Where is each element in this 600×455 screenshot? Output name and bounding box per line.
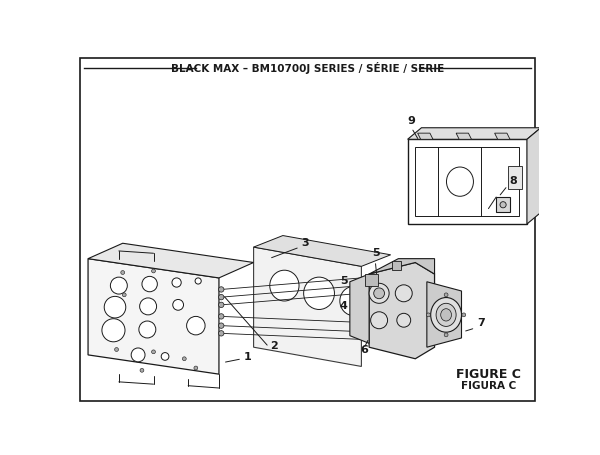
- Ellipse shape: [195, 278, 201, 284]
- Polygon shape: [369, 258, 434, 274]
- Polygon shape: [456, 133, 472, 139]
- Polygon shape: [494, 133, 510, 139]
- Bar: [415, 147, 519, 216]
- Ellipse shape: [115, 348, 118, 351]
- Polygon shape: [254, 236, 391, 266]
- Ellipse shape: [161, 353, 169, 360]
- Ellipse shape: [131, 348, 145, 362]
- Ellipse shape: [122, 293, 126, 297]
- Ellipse shape: [436, 303, 456, 326]
- Ellipse shape: [444, 333, 448, 337]
- Polygon shape: [88, 258, 219, 374]
- Bar: [407, 139, 527, 224]
- Ellipse shape: [340, 286, 368, 316]
- Ellipse shape: [121, 271, 125, 274]
- Ellipse shape: [431, 298, 461, 332]
- Bar: [508, 166, 521, 189]
- Polygon shape: [88, 243, 254, 278]
- Ellipse shape: [462, 313, 466, 317]
- Text: 6: 6: [360, 345, 368, 355]
- Ellipse shape: [194, 366, 198, 370]
- Polygon shape: [369, 263, 434, 359]
- Polygon shape: [427, 282, 461, 347]
- Ellipse shape: [182, 357, 186, 361]
- Text: FIGURA C: FIGURA C: [461, 381, 516, 391]
- Ellipse shape: [110, 277, 127, 294]
- Ellipse shape: [218, 313, 224, 319]
- Ellipse shape: [304, 277, 334, 309]
- Ellipse shape: [140, 369, 144, 372]
- Ellipse shape: [173, 299, 184, 310]
- Ellipse shape: [369, 283, 389, 303]
- Ellipse shape: [397, 313, 410, 327]
- Ellipse shape: [187, 316, 205, 335]
- Ellipse shape: [446, 167, 473, 196]
- Ellipse shape: [152, 350, 155, 354]
- Text: BLACK MAX – BM10700J SERIES / SÉRIE / SERIE: BLACK MAX – BM10700J SERIES / SÉRIE / SE…: [171, 62, 444, 75]
- Text: 5: 5: [372, 248, 380, 258]
- Ellipse shape: [218, 302, 224, 308]
- Ellipse shape: [218, 331, 224, 336]
- Bar: [496, 197, 510, 212]
- Text: 7: 7: [477, 318, 485, 329]
- Ellipse shape: [140, 298, 157, 315]
- Ellipse shape: [500, 202, 506, 208]
- Ellipse shape: [102, 318, 125, 342]
- Ellipse shape: [172, 278, 181, 287]
- Ellipse shape: [362, 278, 368, 285]
- Text: 8: 8: [509, 176, 517, 186]
- Polygon shape: [350, 274, 369, 344]
- Polygon shape: [527, 128, 541, 224]
- Polygon shape: [254, 247, 361, 366]
- Ellipse shape: [395, 285, 412, 302]
- Text: 1: 1: [244, 352, 251, 362]
- Ellipse shape: [152, 269, 155, 273]
- Text: 4: 4: [340, 301, 348, 311]
- Ellipse shape: [218, 323, 224, 329]
- Text: 3: 3: [301, 238, 309, 248]
- Ellipse shape: [218, 294, 224, 300]
- Polygon shape: [418, 133, 433, 139]
- Ellipse shape: [218, 287, 224, 292]
- Text: 5: 5: [340, 276, 347, 286]
- Ellipse shape: [371, 312, 388, 329]
- Ellipse shape: [427, 313, 430, 317]
- Text: FIGURE C: FIGURE C: [456, 368, 521, 381]
- Ellipse shape: [441, 308, 451, 321]
- Bar: [365, 274, 377, 286]
- Ellipse shape: [139, 321, 156, 338]
- Ellipse shape: [444, 293, 448, 297]
- Ellipse shape: [374, 288, 385, 298]
- Ellipse shape: [104, 296, 126, 318]
- Text: 2: 2: [271, 341, 278, 351]
- Bar: [392, 261, 401, 270]
- Polygon shape: [407, 128, 541, 139]
- Ellipse shape: [142, 276, 157, 292]
- Text: 9: 9: [407, 116, 415, 126]
- Ellipse shape: [270, 270, 299, 301]
